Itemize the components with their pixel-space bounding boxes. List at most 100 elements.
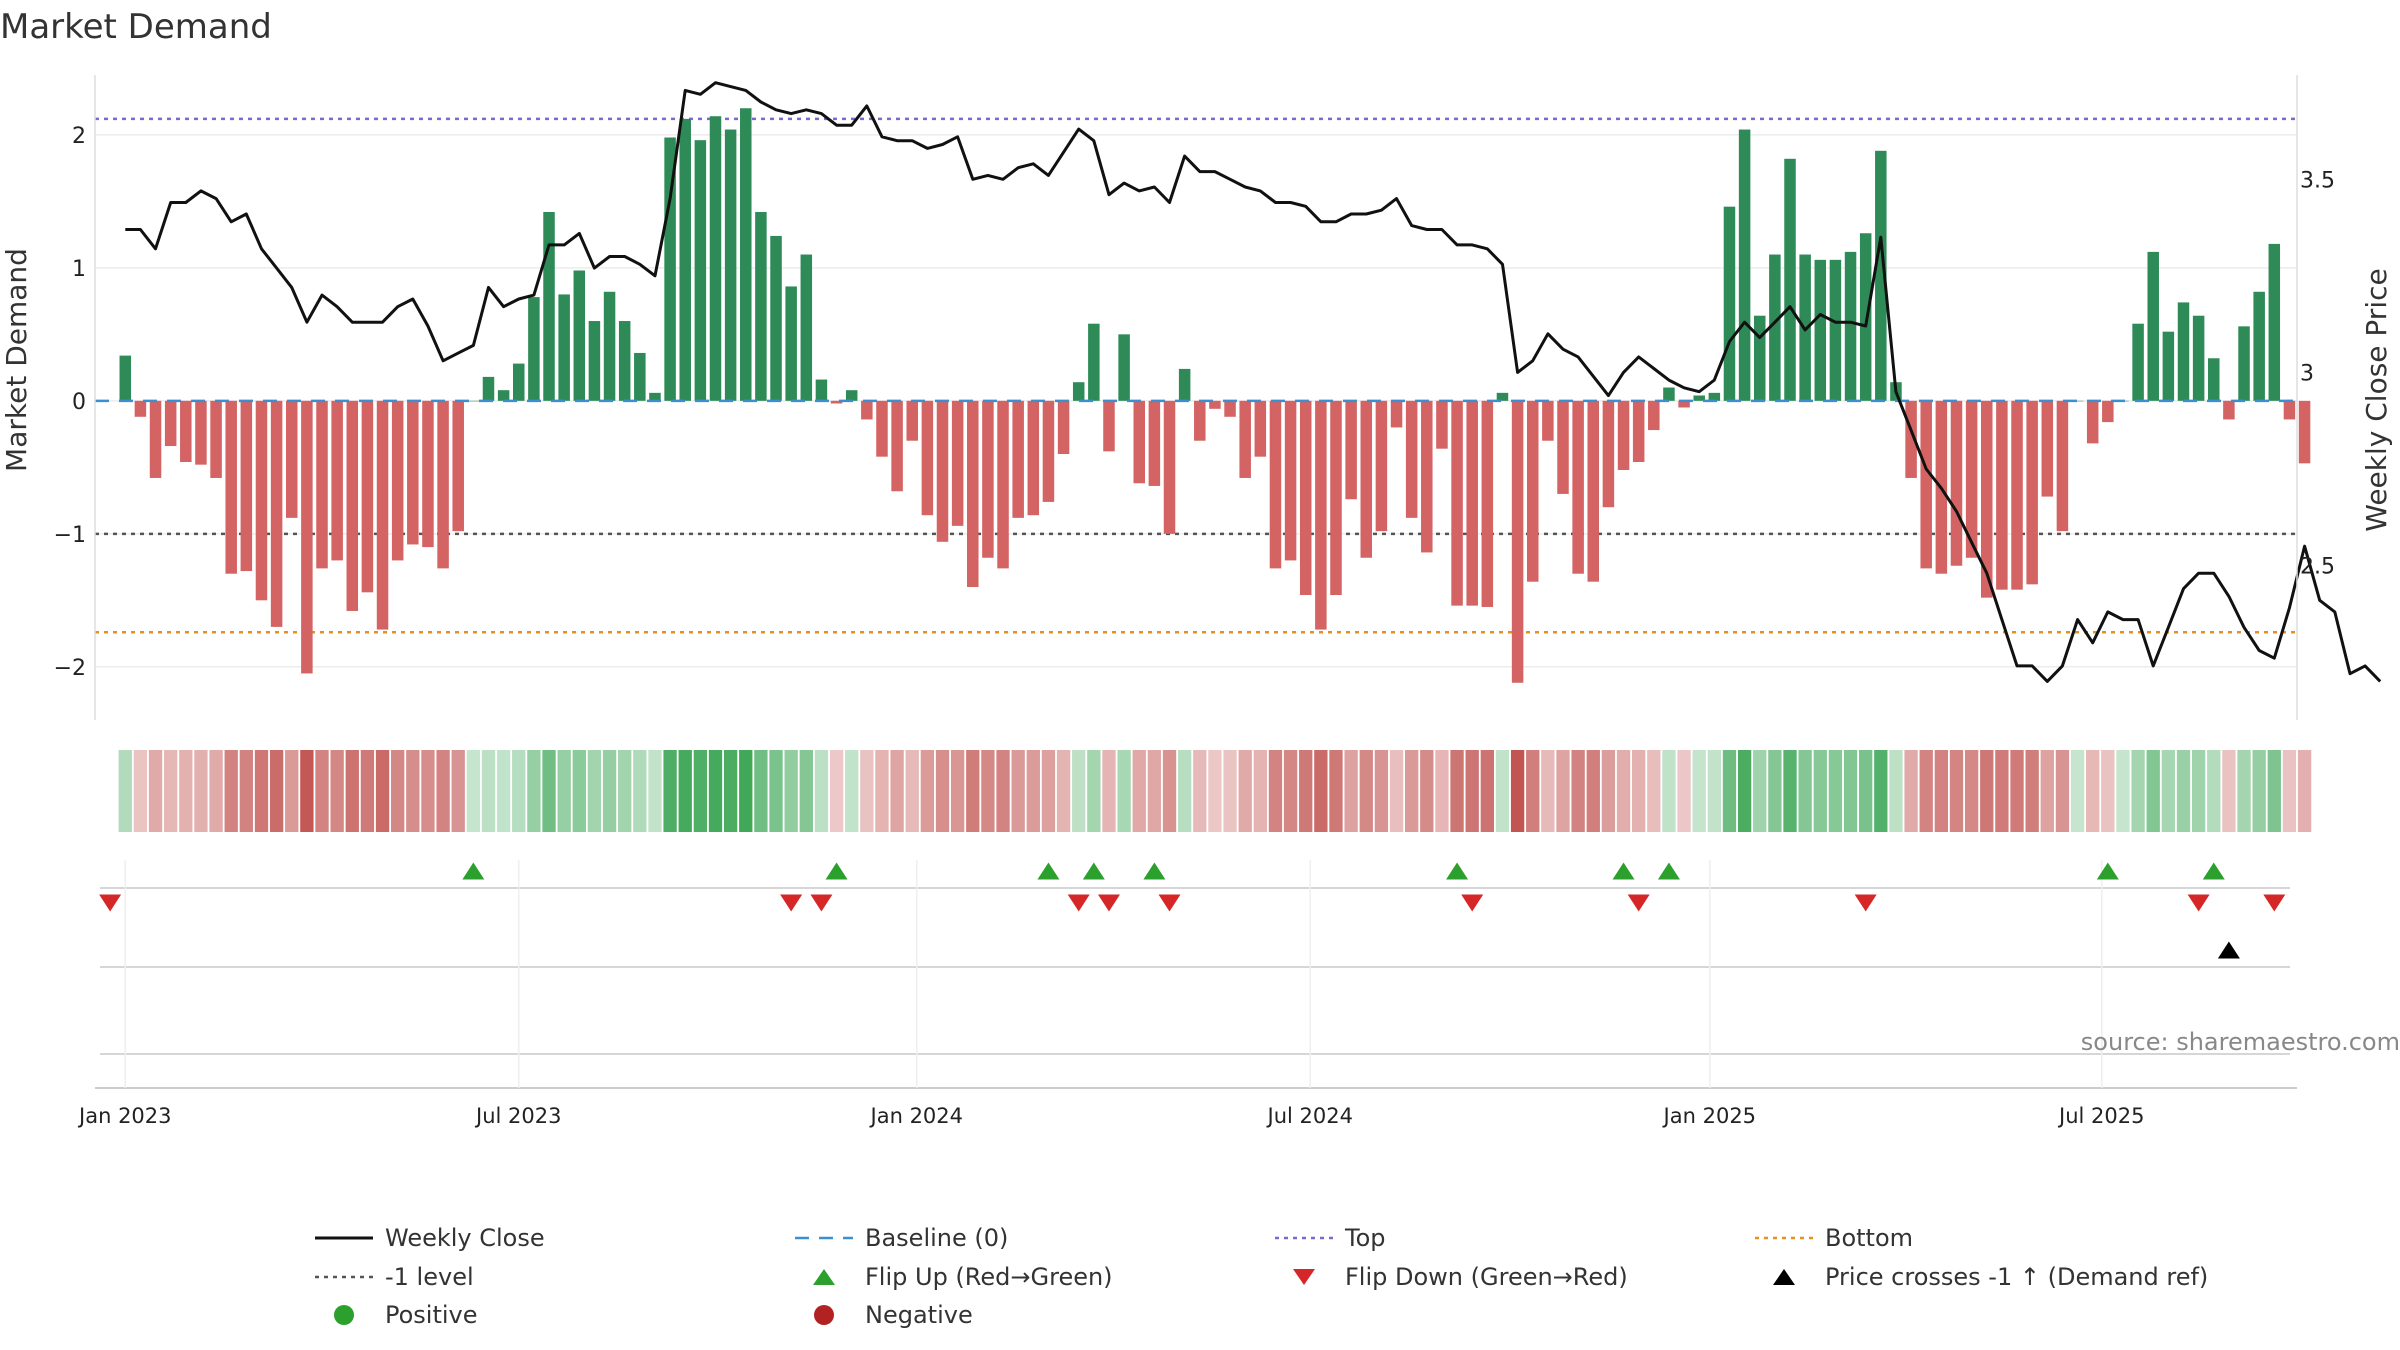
flip-up-marker: [1446, 862, 1469, 880]
legend-item: Baseline (0): [795, 1224, 1008, 1252]
demand-bar: [482, 376, 495, 401]
demand-bar: [921, 400, 934, 516]
demand-bar: [2011, 400, 2023, 590]
demand-strip-cell: [663, 750, 677, 832]
flip-up-marker: [2096, 862, 2119, 880]
demand-strip-cell: [315, 750, 329, 832]
flip-up-marker: [2202, 862, 2225, 880]
demand-bar: [149, 400, 162, 478]
demand-bar: [2253, 291, 2265, 401]
demand-bar: [543, 211, 555, 401]
demand-bar: [1875, 150, 1887, 401]
legend-label: Baseline (0): [865, 1224, 1008, 1252]
demand-bar: [467, 400, 480, 402]
demand-strip-cell: [648, 750, 662, 832]
demand-strip-cell: [481, 750, 496, 832]
demand-bar: [1905, 400, 1917, 478]
legend-item: Bottom: [1755, 1224, 1913, 1252]
demand-bar: [1526, 400, 1539, 582]
demand-strip-cell: [1238, 750, 1252, 832]
demand-bar: [2177, 302, 2190, 401]
demand-bar: [1542, 400, 1554, 441]
demand-bar: [891, 400, 903, 492]
flip-down-marker: [1097, 894, 1120, 912]
demand-bar: [906, 400, 918, 441]
legend-item: Flip Down (Green→Red): [1293, 1263, 1628, 1291]
demand-bar: [603, 291, 616, 401]
demand-strip-cell: [1359, 750, 1373, 832]
demand-bar: [285, 400, 298, 518]
y-tick-label: −2: [54, 656, 86, 681]
legend-item: Negative: [814, 1301, 973, 1329]
demand-bar: [679, 118, 691, 401]
demand-strip-cell: [1934, 750, 1949, 832]
y-tick-label: 2: [72, 124, 86, 149]
demand-bar: [407, 400, 419, 545]
y-tick-label: 1: [72, 257, 86, 282]
demand-strip-cell: [2252, 750, 2266, 832]
demand-strip-cell: [1405, 750, 1419, 832]
demand-bar: [634, 352, 646, 401]
demand-strip-cell: [587, 750, 602, 832]
demand-bar: [1239, 400, 1251, 478]
demand-bar: [255, 400, 268, 601]
demand-strip-cell: [2070, 750, 2085, 832]
legend-label: Top: [1344, 1224, 1386, 1252]
demand-strip-cell: [2237, 750, 2251, 832]
demand-strip-cell: [1722, 750, 1737, 832]
demand-strip-cell: [1647, 750, 1661, 832]
demand-bar: [1269, 400, 1282, 569]
demand-strip-cell: [164, 750, 178, 832]
demand-bar: [1072, 382, 1085, 401]
demand-strip-cell: [618, 750, 632, 832]
demand-bar: [2223, 400, 2235, 420]
demand-strip-cell: [739, 750, 753, 832]
demand-bar: [861, 400, 873, 420]
demand-strip-cell: [1435, 750, 1449, 832]
demand-strip-cell: [1949, 750, 1964, 832]
demand-strip-cell: [1253, 750, 1267, 832]
demand-strip-cell: [209, 750, 223, 832]
demand-strip-cell: [1056, 750, 1071, 832]
demand-strip-cell: [1874, 750, 1888, 832]
demand-bar: [2283, 400, 2296, 420]
demand-bar: [1496, 392, 1509, 401]
demand-bar: [1678, 400, 1690, 408]
demand-bar: [1436, 400, 1448, 449]
demand-strip-cell: [875, 750, 889, 832]
demand-bar: [2086, 400, 2099, 444]
demand-strip-cell: [527, 750, 541, 832]
demand-bar: [1163, 400, 1176, 534]
demand-bar: [1345, 400, 1357, 500]
demand-strip-cell: [1753, 750, 1767, 832]
y2-tick-label: 3: [2300, 361, 2314, 386]
demand-strip-cell: [1632, 750, 1646, 832]
demand-strip-cell: [920, 750, 935, 832]
demand-strip-cell: [2161, 750, 2176, 832]
demand-strip-cell: [845, 750, 859, 832]
flip-down-marker: [2263, 894, 2286, 912]
demand-bar: [1451, 400, 1463, 606]
demand-bar: [528, 297, 540, 401]
legend-item: Price crosses -1 ↑ (Demand ref): [1773, 1263, 2208, 1291]
flip-up-marker: [1082, 862, 1105, 880]
demand-bar: [391, 400, 404, 561]
flip-down-marker: [1627, 894, 1650, 912]
legend-label: -1 level: [385, 1263, 474, 1291]
demand-bar: [1466, 400, 1478, 606]
demand-bar: [2102, 400, 2114, 423]
demand-strip-cell: [2282, 750, 2297, 832]
legend-item: -1 level: [315, 1263, 474, 1291]
demand-bar: [361, 400, 374, 593]
demand-strip-cell: [1420, 750, 1434, 832]
demand-bar: [1390, 400, 1403, 428]
demand-strip-cell: [966, 750, 980, 832]
demand-bar: [2208, 358, 2220, 401]
demand-bar: [1148, 400, 1161, 486]
flip-down-marker: [780, 894, 803, 912]
demand-strip-cell: [1677, 750, 1691, 832]
demand-strip-cell: [1450, 750, 1464, 832]
demand-strip-cell: [1314, 750, 1328, 832]
legend-item: Weekly Close: [315, 1224, 545, 1252]
legend-label: Bottom: [1825, 1224, 1913, 1252]
